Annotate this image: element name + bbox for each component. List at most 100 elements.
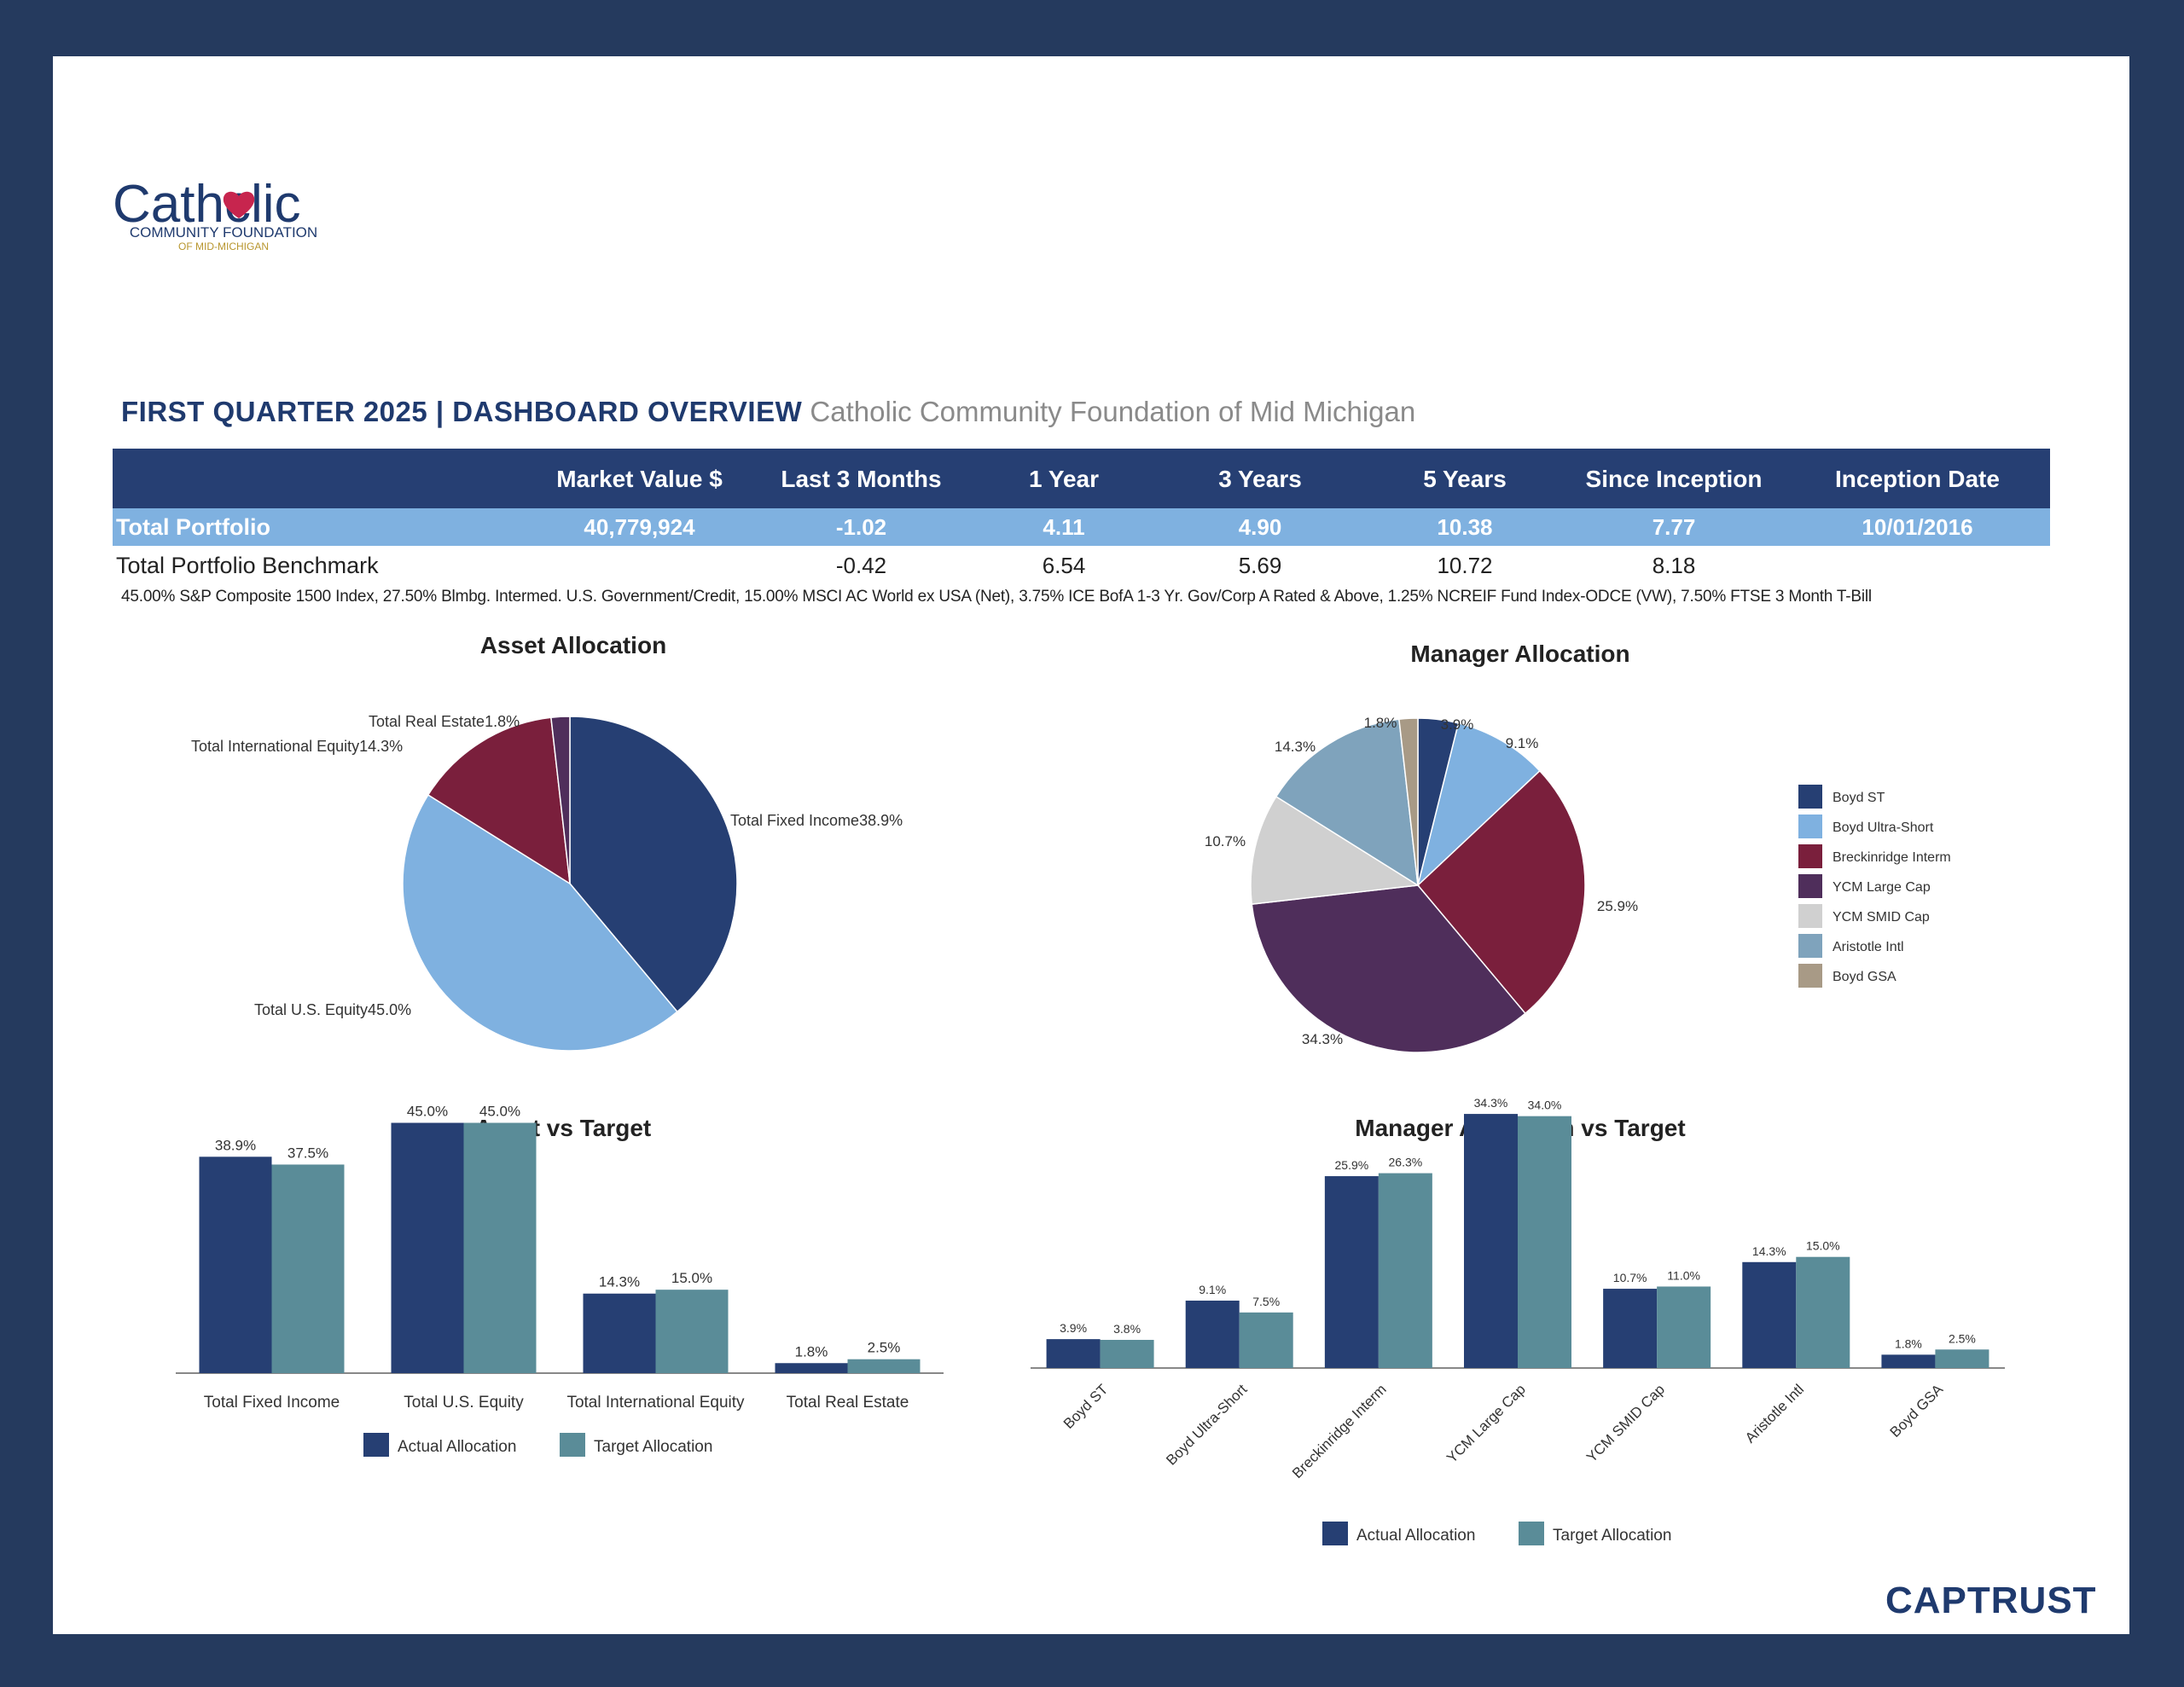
pie-label: 25.9% bbox=[1597, 898, 1638, 914]
bar bbox=[1518, 1116, 1571, 1368]
column-header: 5 Years bbox=[1367, 449, 1563, 508]
data-label: 3.8% bbox=[1113, 1322, 1141, 1336]
pie-slice bbox=[1398, 717, 1419, 886]
legend-swatch bbox=[1798, 934, 1822, 958]
bar bbox=[583, 1293, 656, 1373]
data-label: 38.9% bbox=[215, 1137, 256, 1153]
pie-slice bbox=[402, 793, 678, 1052]
performance-table: Market Value $ Last 3 Months 1 Year 3 Years… bbox=[113, 449, 2050, 585]
legend-swatch bbox=[1798, 904, 1822, 928]
category-label: Boyd GSA bbox=[1887, 1381, 1947, 1441]
bar bbox=[1464, 1114, 1518, 1368]
legend-label: Actual Allocation bbox=[398, 1438, 516, 1456]
legend-swatch bbox=[1798, 874, 1822, 898]
legend-label: Boyd Ultra-Short bbox=[1833, 820, 1934, 835]
legend-label: Aristotle Intl bbox=[1833, 940, 1904, 954]
legend-swatch bbox=[1798, 785, 1822, 809]
pie-label: 34.3% bbox=[1302, 1031, 1343, 1047]
data-label: 10.7% bbox=[1613, 1271, 1647, 1284]
data-label: 45.0% bbox=[407, 1104, 448, 1120]
legend-label: YCM Large Cap bbox=[1833, 880, 1931, 895]
pie-slice bbox=[550, 716, 571, 884]
pie-slice bbox=[1416, 722, 1541, 888]
table-cell: 10/01/2016 bbox=[1785, 508, 2050, 546]
logo-line1: COMMUNITY FOUNDATION bbox=[130, 224, 317, 241]
pie-label: 9.1% bbox=[1506, 735, 1539, 751]
charts-canvas: Asset Allocation Manager AllocationAsset … bbox=[176, 632, 2005, 1545]
data-label: 7.5% bbox=[1252, 1295, 1280, 1308]
performance-table-body: Total Portfolio 40,779,924 -1.02 4.11 4.90 10… bbox=[113, 508, 2050, 585]
category-label: Total Fixed Income bbox=[204, 1394, 340, 1412]
pie-slice bbox=[1275, 718, 1419, 887]
category-label: YCM SMID Cap bbox=[1583, 1381, 1668, 1465]
table-row: Total Portfolio 40,779,924 -1.02 4.11 4.90 10… bbox=[113, 508, 2050, 546]
bar bbox=[1100, 1339, 1154, 1368]
category-label: Aristotle Intl bbox=[1742, 1381, 1807, 1446]
legend-swatch bbox=[1798, 844, 1822, 868]
category-label: Boyd Ultra-Short bbox=[1163, 1381, 1250, 1468]
logo-word: Cathclic bbox=[113, 175, 301, 234]
pie-slice bbox=[1251, 884, 1526, 1053]
chart-title: Asset Allocation bbox=[480, 632, 666, 658]
legend-swatch bbox=[1798, 815, 1822, 838]
data-label: 15.0% bbox=[1806, 1239, 1840, 1253]
legend-swatch bbox=[1519, 1522, 1544, 1545]
legend-swatch bbox=[560, 1433, 585, 1457]
pie-label: 3.9% bbox=[1441, 716, 1474, 733]
legend-swatch bbox=[363, 1433, 389, 1457]
legend-swatch bbox=[1798, 964, 1822, 988]
legend-label: Boyd ST bbox=[1833, 791, 1885, 805]
data-label: 34.3% bbox=[1474, 1096, 1508, 1110]
table-cell: 10.38 bbox=[1367, 508, 1563, 546]
bar bbox=[1239, 1312, 1293, 1368]
data-label: 3.9% bbox=[1060, 1321, 1087, 1335]
category-label: Total International Equity bbox=[566, 1394, 745, 1412]
bar bbox=[1881, 1354, 1936, 1368]
legend-label: YCM SMID Cap bbox=[1833, 910, 1930, 925]
bar bbox=[1324, 1176, 1379, 1368]
chart-title: Manager Allocation bbox=[1410, 641, 1629, 667]
pie-label: Total Real Estate1.8% bbox=[369, 713, 520, 730]
data-label: 15.0% bbox=[671, 1270, 712, 1286]
table-cell: -0.42 bbox=[835, 552, 887, 578]
table-header-row: Market Value $ Last 3 Months 1 Year 3 Years… bbox=[113, 449, 2050, 508]
report-page: Cathclic COMMUNITY FOUNDATION OF MID-MIC… bbox=[53, 56, 2129, 1634]
table-cell: 40,779,924 bbox=[531, 508, 748, 546]
column-header: Last 3 Months bbox=[748, 449, 974, 508]
bar bbox=[1185, 1300, 1240, 1368]
category-label: Total Real Estate bbox=[787, 1394, 909, 1412]
bar bbox=[1046, 1339, 1101, 1368]
table-cell: 10.72 bbox=[1437, 552, 1493, 578]
bar bbox=[1796, 1256, 1850, 1368]
table-cell: 8.18 bbox=[1652, 552, 1696, 578]
pie-slice bbox=[569, 716, 738, 1013]
table-cell: 6.54 bbox=[1042, 552, 1086, 578]
category-label: Breckinridge Interm bbox=[1289, 1381, 1390, 1481]
bar bbox=[1657, 1286, 1711, 1368]
pie-slice bbox=[1416, 769, 1586, 1015]
legend-label: Breckinridge Interm bbox=[1833, 850, 1951, 865]
pie-slice bbox=[1250, 795, 1420, 905]
data-label: 1.8% bbox=[795, 1343, 828, 1359]
pie-label: Total International Equity14.3% bbox=[191, 738, 403, 755]
logo-heart bbox=[223, 191, 255, 218]
data-label: 25.9% bbox=[1335, 1158, 1369, 1172]
data-label: 9.1% bbox=[1199, 1283, 1226, 1296]
legend-label: Actual Allocation bbox=[1356, 1527, 1475, 1545]
column-header: Market Value $ bbox=[531, 449, 748, 508]
bar bbox=[271, 1164, 345, 1373]
pie-label: 14.3% bbox=[1275, 739, 1316, 755]
bar bbox=[1378, 1173, 1432, 1368]
bar bbox=[1742, 1261, 1797, 1368]
bar bbox=[847, 1359, 921, 1373]
legend-swatch bbox=[1322, 1522, 1348, 1545]
category-label: YCM Large Cap bbox=[1443, 1381, 1529, 1466]
pie-label: Total U.S. Equity45.0% bbox=[254, 1001, 411, 1018]
report-title: FIRST QUARTER 2025 | DASHBOARD OVERVIEW … bbox=[121, 396, 1415, 428]
data-label: 2.5% bbox=[868, 1340, 901, 1356]
report-title-main: FIRST QUARTER 2025 | DASHBOARD OVERVIEW bbox=[121, 396, 803, 427]
data-label: 1.8% bbox=[1895, 1336, 1922, 1350]
benchmark-composition-note: 45.00% S&P Composite 1500 Index, 27.50% … bbox=[121, 588, 1872, 606]
data-label: 11.0% bbox=[1667, 1268, 1700, 1282]
data-label: 2.5% bbox=[1949, 1331, 1976, 1345]
